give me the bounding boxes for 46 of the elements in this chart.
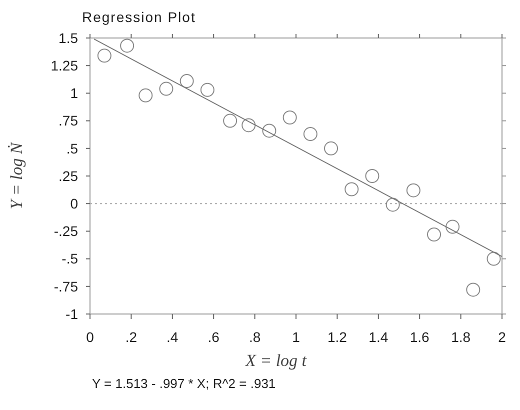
point [486,252,501,266]
x-tick-label: 0 [86,329,94,345]
x-tick-label: .6 [208,329,220,345]
x-tick-label: .2 [125,329,138,345]
point [344,182,359,196]
point [324,141,338,156]
x-tick-label: .4 [166,329,178,345]
point [242,118,256,132]
point [159,82,174,96]
y-tick-label: .75 [58,112,78,129]
point [303,127,318,142]
point [97,48,112,63]
y-axis-title: Y = log Ṅ [7,140,26,210]
y-tick-label: .25 [58,168,78,184]
point [365,169,380,183]
point [466,282,480,297]
chart-title: Regression Plot [82,9,196,25]
y-tick-label: 0 [70,196,78,212]
y-tick-label: -.75 [54,278,78,294]
point [138,88,153,102]
x-tick-label: 1.6 [410,329,430,345]
x-tick-label: 1.2 [327,329,348,345]
x-tick-label: 2 [498,329,506,345]
text: Y = 1.513 - .997 * X; R^2 = .931 [92,376,276,391]
y-tick-label: 1.25 [50,58,78,74]
y-tick-label: 1.5 [58,30,78,46]
y-tick-label: -1 [66,306,78,322]
point [180,74,194,88]
x-tick-label: .8 [248,329,261,345]
x-axis-title: X = log t [244,351,308,370]
x-tick-label: 1 [292,329,300,345]
y-tick-label: -.25 [54,223,78,240]
point [120,38,134,53]
point [282,110,297,124]
point [223,114,238,128]
point [427,228,442,242]
point [200,82,214,97]
y-tick-label: -.5 [62,250,78,267]
y-tick-label: 1 [70,85,78,102]
point [262,124,276,138]
x-tick-label: 1.8 [451,329,471,345]
point [446,220,460,234]
y-tick-label: .5 [66,140,78,156]
point [406,183,420,198]
x-tick-label: 1.4 [368,329,388,345]
point [386,198,400,212]
